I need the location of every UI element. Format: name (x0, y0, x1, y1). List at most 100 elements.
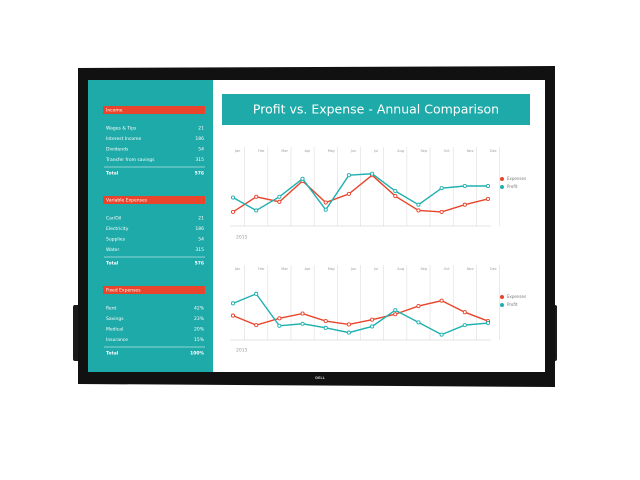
month-label: Jul (373, 267, 378, 271)
data-point (254, 208, 259, 213)
item-value: 21 (198, 216, 204, 222)
data-point (277, 323, 282, 328)
legend-label: Expenses (507, 176, 526, 181)
data-point (416, 202, 421, 207)
section-title: Variable Expenses (106, 198, 148, 204)
data-point (485, 321, 491, 326)
legend-swatch (500, 295, 504, 299)
series-line (232, 174, 489, 213)
data-point (462, 202, 467, 207)
month-label: Apr (305, 267, 312, 271)
month-label: Feb (258, 149, 265, 153)
month-label: Oct (444, 267, 451, 271)
series-line (232, 292, 489, 336)
data-point (323, 325, 328, 330)
legend-label: Expenses (507, 294, 526, 299)
data-point (230, 313, 236, 318)
data-point (277, 316, 282, 321)
data-point (485, 183, 491, 189)
item-value: 315 (195, 247, 204, 253)
data-point (323, 207, 328, 212)
data-point (439, 298, 444, 303)
month-label: Apr (305, 149, 312, 153)
sidebar (88, 80, 213, 372)
month-label: Aug (397, 149, 404, 153)
total-value: 576 (195, 171, 204, 177)
total-value: 100% (190, 351, 204, 357)
month-label: Mar (281, 267, 288, 271)
title-bar (222, 94, 530, 125)
item-label: Wages & Tips (106, 126, 137, 132)
month-label: Feb (258, 267, 265, 271)
month-label: Sep (420, 267, 427, 271)
total-label: Total (106, 351, 119, 357)
data-point (393, 194, 398, 199)
month-label: Jul (373, 149, 378, 153)
section-title: Income (106, 108, 123, 114)
data-point (230, 195, 236, 200)
data-point (254, 194, 259, 199)
item-label: Interest Income (106, 136, 142, 142)
legend-label: Profit (507, 184, 518, 189)
data-point (300, 176, 305, 181)
item-value: 54 (198, 147, 204, 153)
data-point (416, 208, 421, 213)
month-label: Dec (490, 267, 497, 271)
data-point (439, 186, 444, 191)
data-point (370, 317, 375, 322)
data-point (393, 312, 398, 317)
item-label: Water (106, 247, 119, 253)
data-point (254, 291, 259, 296)
data-point (485, 196, 491, 202)
item-label: Electricity (106, 226, 129, 232)
data-point (416, 304, 421, 309)
item-label: Supplies (106, 237, 126, 243)
month-label: Jun (350, 149, 356, 153)
data-point (346, 322, 351, 327)
month-label: Jan (234, 149, 240, 153)
title: Profit vs. Expense - Annual Comparison (253, 102, 499, 117)
month-label: Aug (397, 267, 404, 271)
month-label: Nov (467, 149, 474, 153)
data-point (370, 171, 375, 176)
total-value: 576 (195, 261, 204, 267)
item-label: Savings (106, 316, 124, 322)
item-label: Medical (106, 327, 123, 333)
month-label: Oct (444, 149, 451, 153)
item-label: Rent (106, 306, 117, 312)
data-point (393, 188, 398, 194)
data-point (323, 200, 328, 205)
data-point (439, 209, 444, 214)
month-label: Mar (281, 149, 288, 153)
month-label: Jan (234, 267, 240, 271)
item-label: Dividends (106, 147, 129, 153)
total-label: Total (106, 171, 119, 177)
total-label: Total (106, 261, 119, 267)
item-value: 186 (195, 136, 204, 142)
section-header-bar (103, 286, 205, 294)
data-point (462, 323, 467, 328)
month-label: Jun (350, 267, 356, 271)
data-point (462, 183, 467, 189)
data-point (323, 318, 328, 324)
data-point (230, 301, 236, 306)
legend-swatch (500, 185, 504, 189)
series-line (232, 173, 488, 212)
month-label: Nov (467, 267, 474, 271)
item-value: 186 (195, 226, 204, 232)
data-point (439, 332, 444, 337)
item-value: 23% (194, 316, 205, 322)
item-value: 20% (194, 327, 205, 333)
month-label: May (328, 149, 335, 153)
month-label: May (328, 267, 335, 271)
item-value: 21 (198, 126, 204, 132)
data-point (416, 320, 421, 325)
section-title: Fixed Expenses (106, 288, 141, 294)
brand-logo: DELL (315, 376, 326, 380)
data-point (346, 191, 351, 196)
item-label: Car/Oil (106, 216, 121, 222)
data-point (393, 308, 398, 313)
item-value: 315 (195, 157, 204, 163)
month-label: Dec (490, 149, 497, 153)
